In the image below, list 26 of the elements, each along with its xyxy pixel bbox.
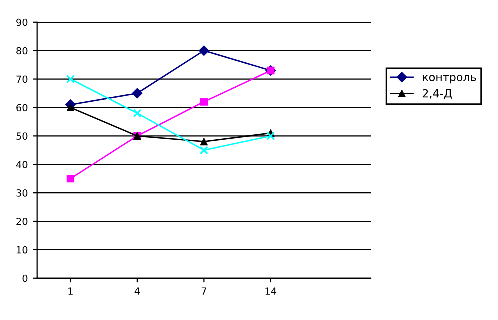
y-tick-label: 30 bbox=[16, 190, 28, 197]
point bbox=[200, 146, 208, 155]
y-tick-label: 0 bbox=[22, 274, 28, 282]
point bbox=[198, 46, 210, 56]
y-tick-label: 70 bbox=[16, 76, 28, 84]
y-tick-label: 40 bbox=[16, 161, 28, 168]
point bbox=[200, 138, 208, 146]
y-tick-label: 10 bbox=[17, 246, 28, 254]
x-tick-label: 7 bbox=[202, 288, 206, 295]
y-tick-label: 80 bbox=[16, 47, 28, 55]
point bbox=[133, 109, 142, 118]
x-tick-label: 4 bbox=[134, 288, 140, 295]
legend-label: контроль bbox=[423, 75, 476, 84]
point bbox=[66, 175, 75, 183]
point bbox=[66, 104, 75, 112]
point bbox=[66, 74, 76, 84]
point bbox=[132, 88, 143, 99]
y-tick-label: 60 bbox=[16, 104, 28, 112]
x-tick-label: 1 bbox=[68, 288, 73, 295]
point bbox=[266, 132, 276, 140]
legend-label: 2,4-Д bbox=[422, 89, 452, 100]
x-tick-label: 14 bbox=[266, 288, 277, 295]
point bbox=[200, 98, 208, 106]
y-tick-label: 50 bbox=[16, 132, 28, 140]
y-tick-label: 20 bbox=[16, 218, 28, 226]
y-tick-label: 90 bbox=[16, 18, 28, 26]
